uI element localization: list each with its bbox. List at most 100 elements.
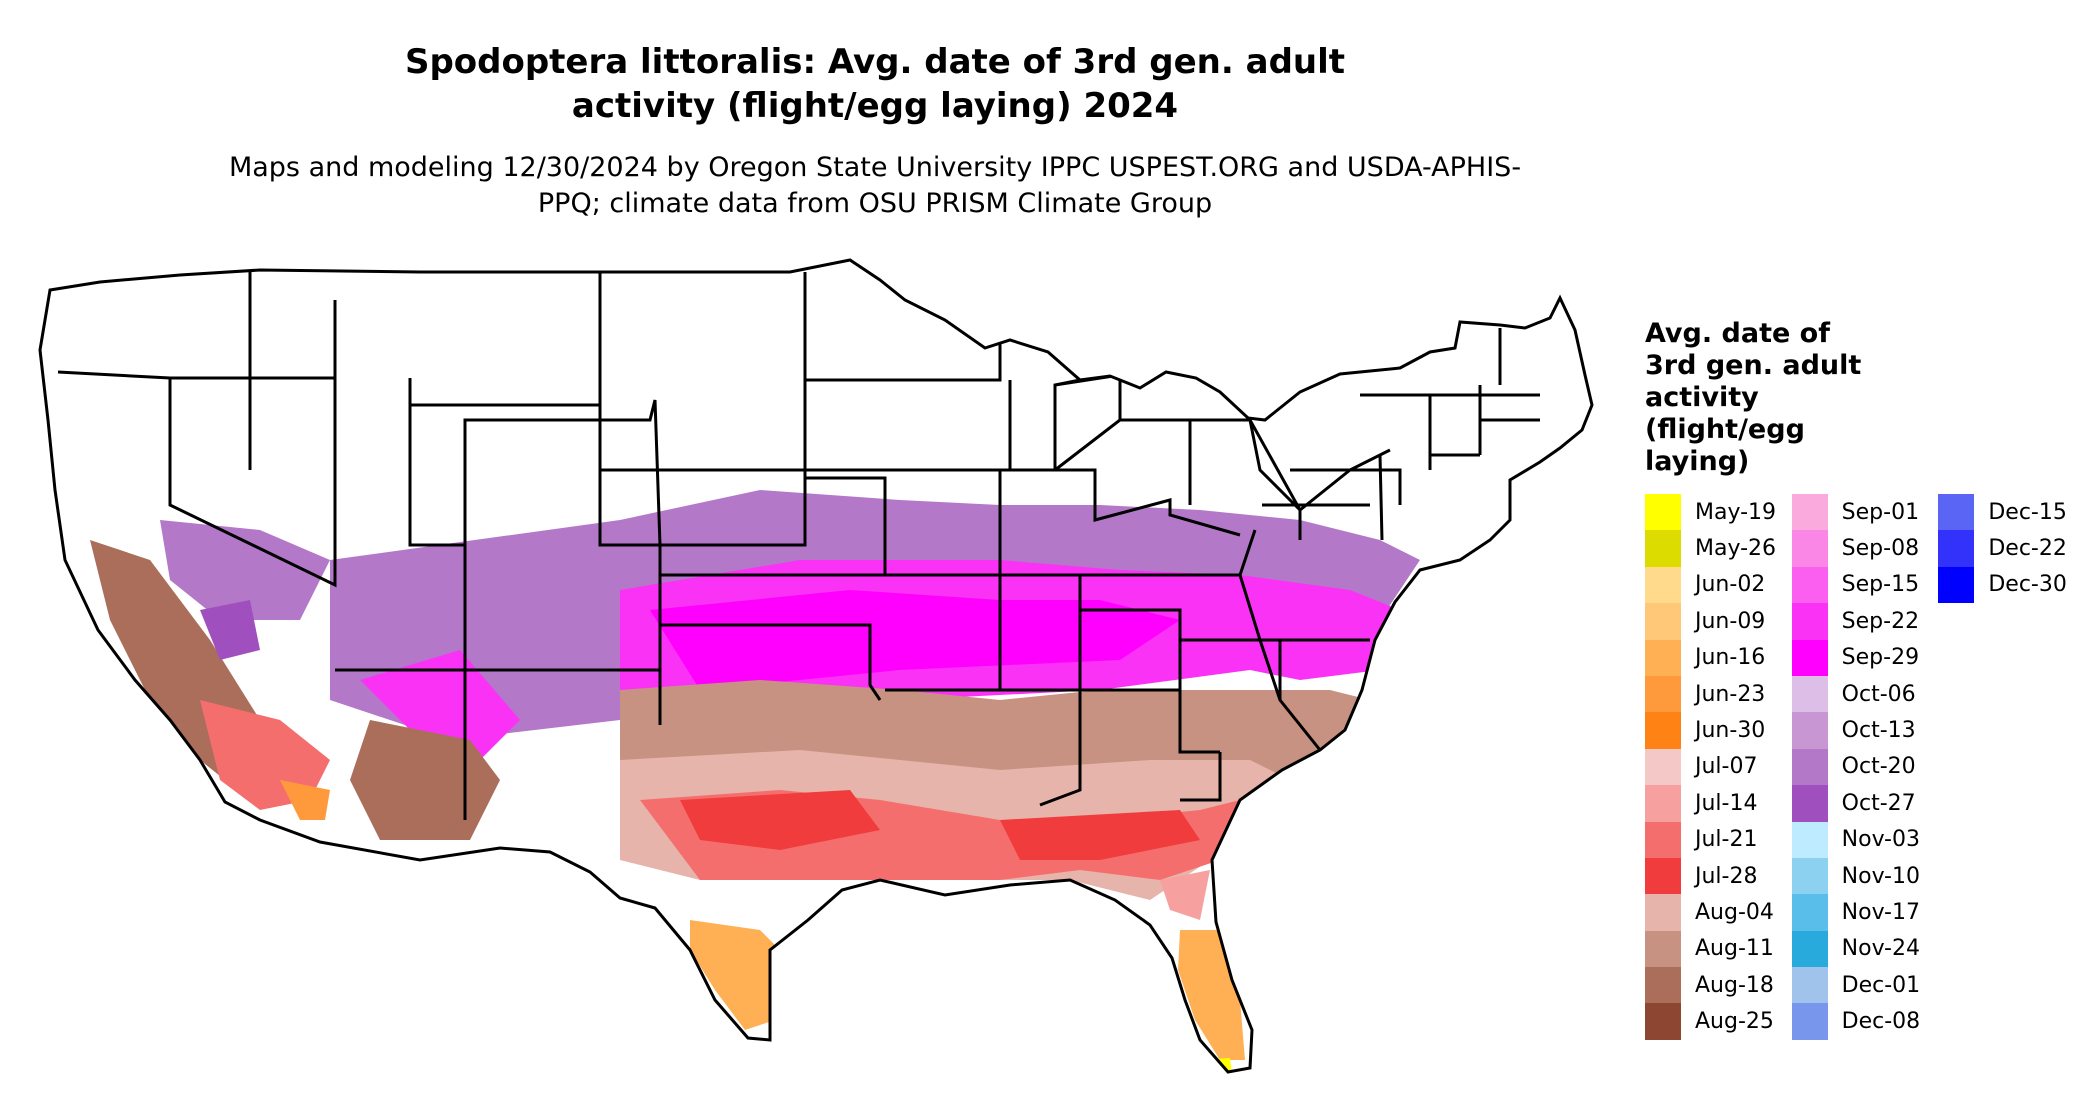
legend-label: Oct-13: [1841, 718, 1916, 744]
legend-label: Sep-29: [1841, 645, 1920, 671]
legend-label: Sep-15: [1841, 572, 1920, 598]
legend-item: Dec-22: [1938, 530, 2085, 567]
legend-swatch: [1645, 639, 1681, 676]
legend-swatch: [1645, 785, 1681, 822]
legend-item: Aug-11: [1645, 930, 1792, 968]
legend-swatch: [1645, 566, 1681, 604]
legend-label: Jul-07: [1695, 754, 1758, 780]
legend-item: Oct-27: [1791, 785, 1939, 822]
legend-item: May-26: [1645, 530, 1792, 567]
legend-label: Aug-18: [1695, 972, 1774, 998]
legend-label: Dec-08: [1841, 1009, 1921, 1035]
legend-label: Dec-30: [1988, 572, 2067, 598]
map-subtitle: Maps and modeling 12/30/2024 by Oregon S…: [228, 152, 1522, 219]
legend-item: Jul-14: [1645, 785, 1792, 822]
legend-label: Jul-28: [1695, 863, 1758, 889]
state-boundaries: [57, 270, 1540, 820]
activity-zone: [200, 600, 260, 660]
legend-swatch: [1645, 857, 1681, 895]
legend-swatch: [1645, 712, 1681, 749]
legend-item: Jul-07: [1645, 748, 1792, 786]
legend-label: Aug-04: [1695, 899, 1774, 925]
legend-label: May-19: [1695, 499, 1777, 525]
legend-swatch: [1791, 712, 1828, 749]
legend-swatch: [1791, 785, 1828, 822]
legend-label: Sep-22: [1841, 608, 1920, 634]
legend-label: May-26: [1695, 536, 1777, 562]
activity-zone: [1160, 870, 1210, 920]
legend-swatch: [1645, 494, 1681, 531]
legend-label: Jun-23: [1695, 681, 1766, 707]
legend-item: Sep-15: [1791, 566, 1939, 604]
legend-swatch: [1645, 748, 1681, 786]
legend-label: Sep-08: [1841, 536, 1920, 562]
legend-item: Dec-15: [1938, 494, 2085, 531]
legend-column: Dec-15 Dec-22 Dec-30: [1938, 494, 2085, 1040]
activity-zones: [90, 490, 1420, 1072]
legend-item: Jun-09: [1645, 603, 1792, 640]
legend-item: Nov-03: [1791, 821, 1939, 858]
legend-column: Sep-01 Sep-08 Sep-15 Sep-22 Sep-29 Oct-06 Oct-…: [1791, 494, 1939, 1040]
legend-label: Dec-15: [1988, 499, 2067, 525]
legend-swatch: [1791, 821, 1828, 858]
activity-zone: [680, 790, 880, 850]
legend-swatch: [1645, 821, 1681, 858]
legend-item: Nov-10: [1791, 857, 1939, 895]
legend-swatch: [1791, 930, 1828, 968]
legend-item: Jul-28: [1645, 857, 1792, 895]
legend-swatch: [1791, 494, 1828, 531]
legend-swatch: [1645, 530, 1681, 567]
legend-item: Jun-16: [1645, 639, 1792, 676]
legend-label: Dec-22: [1988, 536, 2067, 562]
legend-item: May-19: [1645, 494, 1792, 531]
legend-columns: May-19 May-26 Jun-02 Jun-09 Jun-16 Jun-23 Jun-…: [1645, 494, 2085, 1040]
legend-label: Nov-17: [1841, 899, 1920, 925]
activity-zone: [650, 590, 1180, 690]
legend-swatch: [1791, 639, 1828, 676]
legend-label: Jun-09: [1695, 608, 1766, 634]
legend-item: Aug-18: [1645, 967, 1792, 1004]
legend-swatch: [1645, 967, 1681, 1004]
legend-column: May-19 May-26 Jun-02 Jun-09 Jun-16 Jun-23 Jun-…: [1645, 494, 1792, 1040]
title-block: Spodoptera littoralis: Avg. date of 3rd …: [0, 40, 1750, 222]
legend-swatch: [1791, 566, 1828, 604]
activity-zone: [200, 700, 330, 810]
legend-label: Aug-11: [1695, 936, 1774, 962]
activity-zone: [350, 720, 500, 840]
legend-label: Nov-24: [1841, 936, 1920, 962]
legend-swatch: [1791, 748, 1828, 786]
activity-zone: [1000, 810, 1200, 860]
legend-item: Jun-30: [1645, 712, 1792, 749]
legend-label: Jun-16: [1695, 645, 1766, 671]
activity-zone: [360, 650, 520, 760]
legend-swatch: [1645, 675, 1681, 713]
legend-swatch: [1791, 530, 1828, 567]
legend-label: Aug-25: [1695, 1009, 1774, 1035]
legend-swatch: [1645, 1003, 1681, 1040]
legend-item: Sep-08: [1791, 530, 1939, 567]
legend-label: Jul-14: [1695, 790, 1758, 816]
legend-title: Avg. date of 3rd gen. adult activity (fl…: [1645, 318, 1862, 477]
legend-item: Oct-06: [1791, 675, 1939, 713]
legend-label: Nov-03: [1841, 827, 1920, 853]
legend-item: Sep-29: [1791, 639, 1939, 676]
legend-item: Sep-01: [1791, 494, 1939, 531]
legend-swatch: [1938, 494, 1975, 531]
legend-item: Aug-04: [1645, 894, 1792, 931]
legend-label: Sep-01: [1841, 499, 1920, 525]
legend-item: Aug-25: [1645, 1003, 1792, 1040]
legend-item: Nov-17: [1791, 894, 1939, 931]
legend-label: Jun-02: [1695, 572, 1766, 598]
legend-item: Jul-21: [1645, 821, 1792, 858]
legend-swatch: [1645, 603, 1681, 640]
legend-swatch: [1791, 857, 1828, 895]
legend-item: Oct-20: [1791, 748, 1939, 786]
legend-item: Nov-24: [1791, 930, 1939, 968]
activity-zone: [160, 520, 330, 620]
legend: Avg. date of 3rd gen. adult activity (fl…: [1645, 318, 2085, 1040]
activity-zone: [1178, 930, 1245, 1060]
legend-swatch: [1791, 675, 1828, 713]
legend-item: Jun-23: [1645, 675, 1792, 713]
legend-item: Dec-30: [1938, 566, 2085, 604]
